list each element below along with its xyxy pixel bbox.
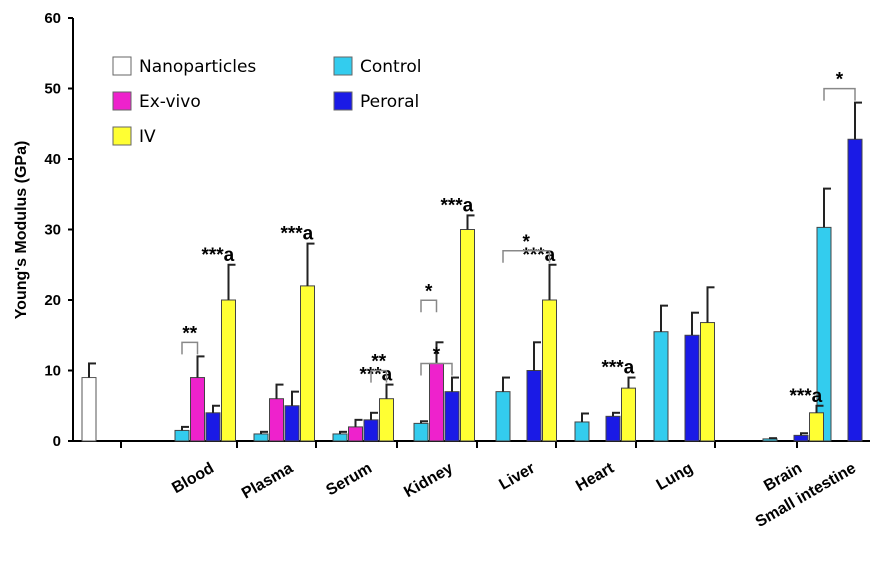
y-tick-label: 10 [44,363,61,380]
significance-bracket [502,250,551,263]
significance-annotation: ***a [602,358,635,379]
legend-swatch [333,91,353,111]
bar-peroral [684,334,700,442]
x-category-label: Blood [169,460,217,497]
bracket-label: * [523,232,531,253]
bar-control [495,391,511,442]
significance-annotation: ***a [441,195,474,216]
bar-iv [542,299,557,442]
bar-peroral [444,391,460,442]
bar-control [253,433,269,442]
bar-iv [379,398,394,442]
axes: 0 10 20 30 40 50 60 Blood Plasma Serum Kidney Liver… [44,10,870,531]
significance-bracket [370,369,388,383]
bar-ex-vivo [348,426,363,442]
significance-bracket [823,87,856,101]
x-category-label: Plasma [239,460,296,503]
legend-label: Peroral [360,92,419,112]
legend: Nanoparticles Ex-vivo IV Control Peroral [112,56,421,147]
significance-bracket [181,341,199,355]
bar-peroral [363,419,379,442]
y-tick-label: 40 [44,151,61,168]
legend-label: Nanoparticles [139,57,256,77]
bar-control [174,429,190,442]
y-tick-label: 20 [44,292,61,309]
bracket-label: * [836,70,844,91]
legend-swatch [112,126,132,146]
bar-peroral [284,405,300,442]
legend-label: IV [139,127,156,147]
legend-label: Ex-vivo [139,92,201,112]
y-tick-label: 30 [44,222,61,239]
y-axis-title: Young's Modulus (GPa) [13,141,30,320]
significance-bracket [420,362,453,376]
bracket-label: ** [371,352,386,373]
bar-iv [809,412,824,442]
bar-peroral [793,434,809,442]
bar-iv [221,299,236,442]
bar-ex-vivo [190,377,205,442]
bar-control [762,438,778,442]
bars-layer [81,101,863,442]
legend-swatch [112,56,132,76]
x-category-label: Lung [654,460,696,494]
bar-control [332,433,348,442]
bar-control [574,421,590,442]
bar-iv [460,229,475,442]
bar-ex-vivo [429,362,444,442]
bar-control [816,226,832,442]
bracket-label: * [425,281,433,302]
bar-iv [300,285,315,442]
legend-swatch [112,91,132,111]
y-tick-label: 50 [44,81,61,98]
x-category-label: Kidney [401,460,456,501]
x-category-label: Serum [323,460,375,500]
significance-annotation: ***a [790,386,823,407]
significance-annotation: ***a [281,224,314,245]
annotations-layer: ***a***a***a***a***a***a***a**** **** [181,70,856,407]
bar-peroral [205,412,221,442]
legend-swatch [333,56,353,76]
bracket-label: * [433,345,441,366]
y-tick-label: 60 [44,10,61,27]
legend-label: Control [360,57,421,77]
significance-annotation: ***a [202,245,235,266]
bar-iv [621,387,636,442]
bracket-label: ** [182,323,197,344]
x-category-label: Heart [573,459,618,495]
bar-peroral [526,370,542,442]
bar-control [653,331,669,442]
bar-peroral [605,415,621,442]
y-tick-label: 0 [53,433,61,450]
significance-bracket [420,299,438,313]
x-category-label: Liver [496,460,538,494]
bar-nanoparticles [81,377,97,442]
bar-control [413,422,429,442]
bar-ex-vivo [269,398,284,442]
bar-peroral [847,138,863,442]
bar-iv [700,322,715,442]
